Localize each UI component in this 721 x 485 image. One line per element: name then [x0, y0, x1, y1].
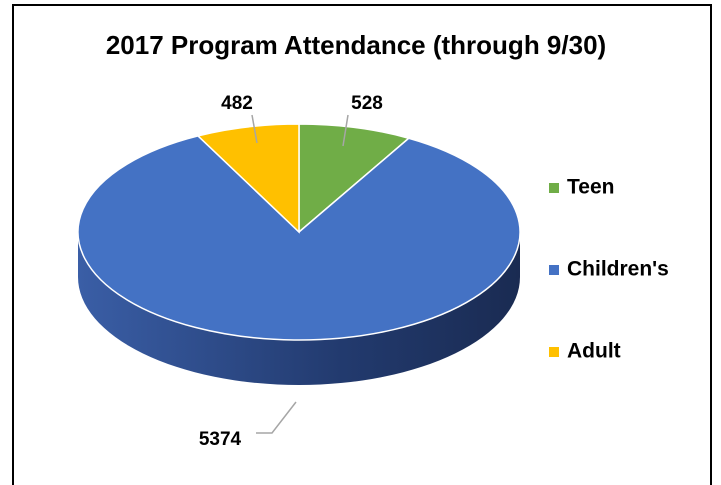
legend-swatch [549, 265, 559, 275]
legend-label: Teen [567, 176, 614, 199]
data-label: 5374 [199, 429, 242, 450]
legend-swatch [549, 347, 559, 357]
legend-label: Children's [567, 258, 669, 281]
data-label: 482 [221, 93, 253, 114]
chart-title: 2017 Program Attendance (through 9/30) [106, 30, 606, 60]
legend-swatch [549, 183, 559, 193]
pie-slice [298, 123, 411, 234]
pie-side [78, 232, 520, 385]
data-label: 528 [351, 93, 383, 114]
leader-line [251, 114, 258, 144]
leader-line [256, 401, 297, 434]
pie-slice [77, 135, 521, 341]
legend-label: Adult [567, 340, 621, 363]
pie-slice [196, 123, 300, 234]
leader-line [342, 114, 349, 147]
